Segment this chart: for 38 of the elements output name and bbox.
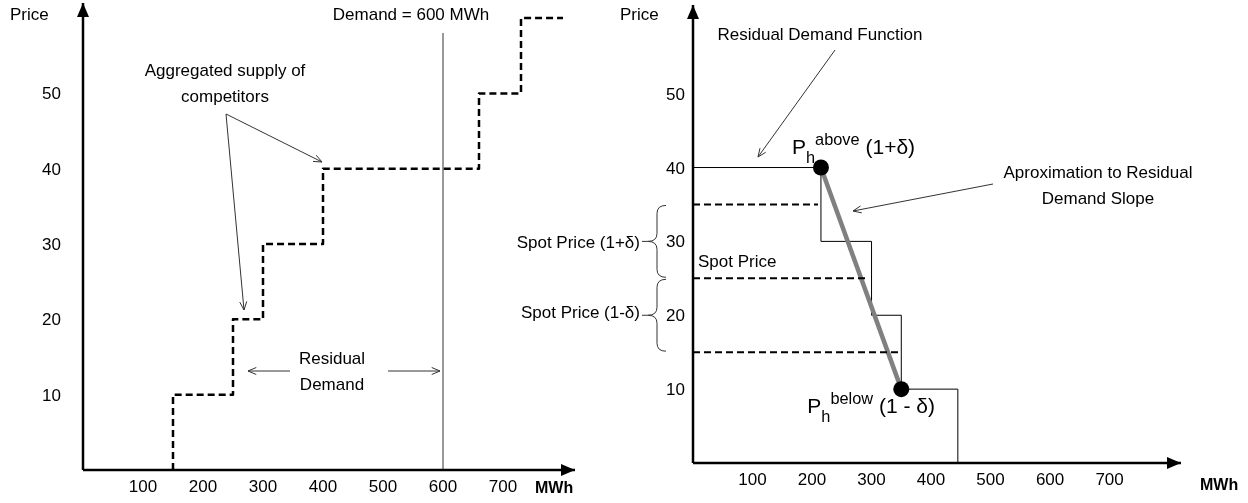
x-tick-label: 300 [857,470,886,489]
x-axis-title: MWh [535,479,574,496]
annotation: Residual Demand [298,349,366,394]
x-tick-label: 500 [368,477,398,496]
y-axis-title: Price [620,5,659,24]
annotation: Spot Price (1-δ) [520,303,640,322]
y-tick-label: 30 [42,235,61,255]
x-tick-label: 600 [428,477,458,496]
y-tick-label: 10 [42,385,61,405]
y-tick-label: 40 [42,159,61,179]
y-tick-label: 40 [666,158,685,178]
annotation: Residual Demand Function [717,25,923,44]
x-tick-label: 400 [308,477,338,496]
y-tick-label: 20 [42,310,61,330]
x-tick-label: 600 [1035,470,1065,489]
x-tick-label: 700 [488,477,518,496]
x-tick-label: 300 [248,477,278,496]
annotation: Spot Price [698,252,777,271]
x-tick-label: 100 [738,470,767,489]
x-tick-label: 200 [797,470,827,489]
x-tick-label: 200 [188,477,218,496]
y-tick-label: 10 [666,380,685,400]
y-tick-label: 30 [666,232,685,252]
annotation: P$_{h}$$^{below}$ (1 - δ) [807,389,936,426]
x-tick-label: 700 [1095,470,1124,489]
ref-line-label: Demand = 600 MWh [332,5,490,24]
y-tick-label: 20 [666,306,685,326]
x-tick-label: 100 [128,477,158,496]
x-tick-label: 400 [916,470,946,489]
annotation: P$_{h}$$^{above}$ (1+δ) [791,129,916,166]
y-tick-label: 50 [42,84,61,104]
annotation: Spot Price (1+δ) [516,233,640,252]
annotation: Aproximation to Residual Demand Slope [1003,163,1193,208]
y-tick-label: 50 [666,84,685,104]
x-axis-title: MWh [1200,476,1239,493]
annotation: Aggregated supply of competitors [144,61,306,106]
y-axis-title: Price [10,5,49,24]
x-tick-label: 500 [976,470,1005,489]
